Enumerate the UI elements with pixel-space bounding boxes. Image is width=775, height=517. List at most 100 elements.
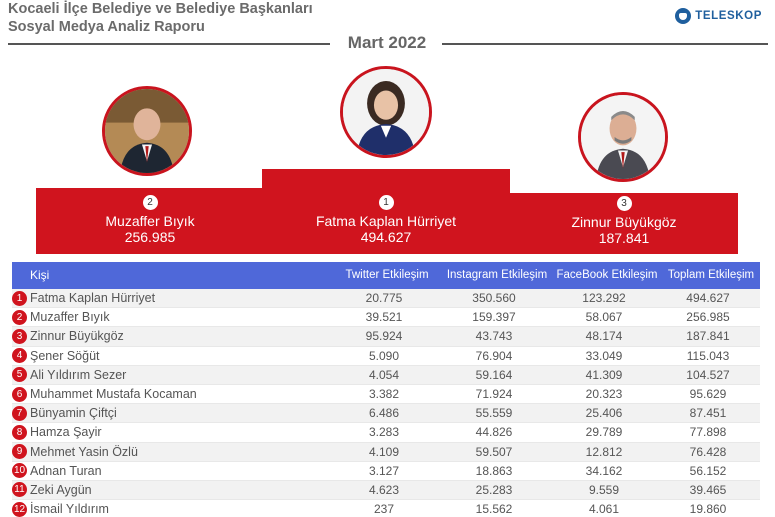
podium-value: 187.841 <box>598 230 650 246</box>
facebook-value: 25.406 <box>585 406 623 421</box>
table-row: 10 Adnan Turan 3.127 18.863 34.162 56.152 <box>12 462 760 481</box>
instagram-value: 71.924 <box>475 387 513 402</box>
rank-badge: 11 <box>12 482 27 498</box>
total-value: 77.898 <box>689 425 727 440</box>
header-total: Toplam Etkileşim <box>667 269 755 281</box>
divider-left <box>8 43 330 45</box>
header-instagram: Instagram Etkileşim <box>446 269 548 281</box>
instagram-value: 18.863 <box>475 463 513 478</box>
person-name: Adnan Turan <box>30 463 102 478</box>
person-name: Ali Yıldırım Sezer <box>30 367 127 382</box>
twitter-value: 4.623 <box>368 482 400 497</box>
podium-name: Zinnur Büyükgöz <box>571 214 677 230</box>
person-name: Zinnur Büyükgöz <box>30 329 124 344</box>
table-header: Kişi Twitter Etkileşim Instagram Etkileş… <box>12 262 760 289</box>
total-value: 256.985 <box>686 310 730 325</box>
twitter-value: 3.283 <box>368 425 400 440</box>
brand-name: TELESKOP <box>695 10 762 22</box>
total-value: 87.451 <box>689 406 727 421</box>
rank-badge: 12 <box>12 501 27 517</box>
podium-second: 2 Muzaffer Bıyık 256.985 <box>36 188 264 254</box>
podium-rank: 2 <box>142 195 158 210</box>
header-twitter: Twitter Etkileşim <box>345 269 429 281</box>
facebook-value: 4.061 <box>588 502 620 517</box>
table-row: 8 Hamza Şayir 3.283 44.826 29.789 77.898 <box>12 423 760 443</box>
facebook-value: 20.323 <box>585 387 623 402</box>
instagram-value: 59.507 <box>475 444 513 459</box>
rank-badge: 1 <box>12 290 27 306</box>
report-period: Mart 2022 <box>347 33 427 52</box>
table-row: 3 Zinnur Büyükgöz 95.924 43.743 48.174 187.84… <box>12 327 760 347</box>
twitter-value: 4.109 <box>368 444 400 459</box>
facebook-value: 33.049 <box>585 348 623 363</box>
rank-badge: 6 <box>12 386 27 402</box>
avatar-first <box>340 66 432 158</box>
total-value: 95.629 <box>689 387 727 402</box>
instagram-value: 159.397 <box>472 310 516 325</box>
person-name: Zeki Aygün <box>30 482 92 497</box>
rank-badge: 9 <box>12 444 27 460</box>
facebook-value: 123.292 <box>582 291 626 306</box>
podium-rank: 3 <box>616 196 632 211</box>
twitter-value: 3.127 <box>368 463 400 478</box>
teleskop-logo-icon <box>675 8 692 24</box>
table-row: 2 Muzaffer Bıyık 39.521 159.397 58.067 256.98… <box>12 308 760 328</box>
total-value: 187.841 <box>686 329 730 344</box>
rank-badge: 7 <box>12 405 27 421</box>
facebook-value: 29.789 <box>585 425 623 440</box>
facebook-value: 34.162 <box>585 463 623 478</box>
facebook-value: 48.174 <box>585 329 623 344</box>
podium-name: Muzaffer Bıyık <box>105 213 195 229</box>
rank-badge: 4 <box>12 348 27 364</box>
instagram-value: 44.826 <box>475 425 513 440</box>
total-value: 39.465 <box>689 482 727 497</box>
person-name: Şener Söğüt <box>30 348 100 363</box>
podium-first: 1 Fatma Kaplan Hürriyet 494.627 <box>262 169 510 254</box>
avatar-second <box>102 86 192 176</box>
report-title: Kocaeli İlçe Belediye ve Belediye Başkan… <box>8 1 313 17</box>
header-facebook: FaceBook Etkileşim <box>556 269 658 281</box>
rank-badge: 5 <box>12 367 27 383</box>
table-row: 4 Şener Söğüt 5.090 76.904 33.049 115.043 <box>12 347 760 366</box>
table-row: 6 Muhammet Mustafa Kocaman 3.382 71.924 20.3… <box>12 385 760 405</box>
person-name: Mehmet Yasin Özlü <box>30 444 138 459</box>
twitter-value: 237 <box>373 502 395 517</box>
twitter-value: 6.486 <box>368 406 400 421</box>
twitter-value: 39.521 <box>365 310 403 325</box>
divider-right <box>442 43 768 45</box>
table-row: 7 Bünyamin Çiftçi 6.486 55.559 25.406 87.451 <box>12 404 760 424</box>
rank-badge: 3 <box>12 328 27 344</box>
table-row: 5 Ali Yıldırım Sezer 4.054 59.164 41.309 104.… <box>12 365 760 385</box>
instagram-value: 15.562 <box>475 502 513 517</box>
instagram-value: 25.283 <box>475 482 513 497</box>
twitter-value: 3.382 <box>368 387 400 402</box>
report-header: Kocaeli İlçe Belediye ve Belediye Başkan… <box>8 0 768 42</box>
total-value: 115.043 <box>686 348 730 363</box>
avatar-third <box>578 92 668 182</box>
brand-logo: TELESKOP <box>675 8 762 24</box>
engagement-table: Kişi Twitter Etkileşim Instagram Etkileş… <box>12 262 760 517</box>
rank-badge: 10 <box>12 463 27 479</box>
facebook-value: 12.812 <box>585 444 623 459</box>
header-person: Kişi <box>30 268 50 282</box>
total-value: 19.860 <box>689 502 727 517</box>
rank-badge: 8 <box>12 424 27 440</box>
facebook-value: 41.309 <box>585 367 623 382</box>
person-name: Hamza Şayir <box>30 425 102 440</box>
facebook-value: 9.559 <box>588 482 620 497</box>
person-name: Muzaffer Bıyık <box>30 310 110 325</box>
report-subtitle: Sosyal Medya Analiz Raporu <box>8 19 205 35</box>
total-value: 56.152 <box>689 463 727 478</box>
total-value: 104.527 <box>686 367 730 382</box>
twitter-value: 95.924 <box>365 329 403 344</box>
instagram-value: 59.164 <box>475 367 513 382</box>
person-name: Muhammet Mustafa Kocaman <box>30 387 197 402</box>
twitter-value: 20.775 <box>365 291 403 306</box>
table-row: 1 Fatma Kaplan Hürriyet 20.775 350.560 123.2… <box>12 289 760 309</box>
podium-third: 3 Zinnur Büyükgöz 187.841 <box>510 193 738 254</box>
podium-value: 256.985 <box>124 229 176 245</box>
instagram-value: 55.559 <box>475 406 513 421</box>
person-name: Fatma Kaplan Hürriyet <box>30 291 156 306</box>
instagram-value: 350.560 <box>472 291 516 306</box>
twitter-value: 5.090 <box>368 348 400 363</box>
